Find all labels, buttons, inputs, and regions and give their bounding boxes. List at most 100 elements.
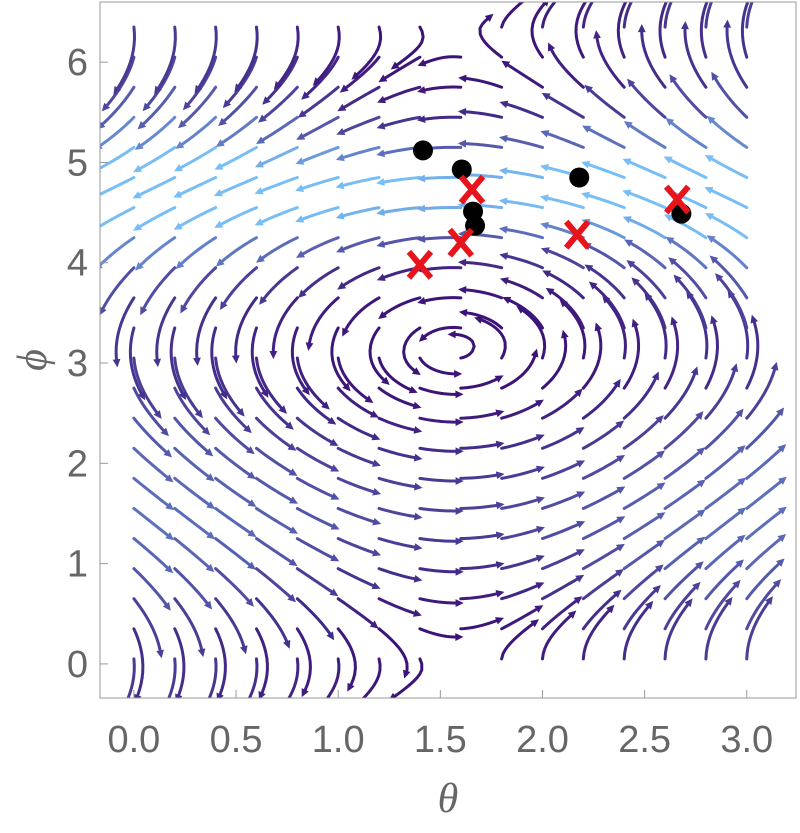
x-axis-label: θ: [438, 776, 459, 822]
stream-arrow: [335, 181, 345, 190]
stream-arrow: [736, 445, 746, 454]
stream-arrow: [584, 264, 594, 273]
stream-line: [263, 55, 299, 104]
stream-arrow: [501, 60, 511, 69]
stream-line: [418, 627, 461, 639]
stream-arrow: [165, 502, 175, 511]
stream-line: [540, 427, 583, 450]
stream-line: [132, 506, 173, 540]
stream-arrow: [347, 682, 355, 692]
stream-line: [704, 508, 745, 541]
stream-arrow: [247, 561, 256, 570]
stream-arrow: [376, 178, 385, 186]
stream-line: [745, 477, 786, 510]
stream-arrow: [214, 162, 224, 170]
stream-line: [418, 567, 462, 574]
stream-line: [590, 282, 626, 330]
stream-line: [500, 350, 538, 390]
stream-line: [711, 256, 749, 300]
stream-line: [173, 416, 212, 456]
stream-line: [459, 442, 503, 450]
stream-arrow: [656, 512, 666, 520]
stream-line: [336, 416, 379, 440]
stream-arrow: [197, 648, 206, 658]
stream-line: [128, 326, 145, 399]
stream-line: [670, 76, 708, 119]
stream-arrow: [455, 477, 464, 485]
stream-arrow: [204, 448, 214, 457]
stream-line: [377, 446, 421, 460]
stream-arrow: [502, 296, 512, 305]
stream-arrow: [234, 83, 243, 93]
stream-arrow: [418, 333, 428, 342]
stream-line: [173, 356, 202, 417]
stream-arrow: [495, 501, 505, 510]
stream-line: [540, 611, 575, 661]
stream-line: [674, 276, 708, 330]
stream-line: [418, 386, 462, 396]
stream-arrow: [214, 220, 224, 228]
stream-line: [418, 416, 462, 424]
stream-arrow: [494, 375, 504, 383]
stream-line: [214, 446, 255, 479]
stream-arrow: [457, 258, 467, 267]
stream-line: [500, 605, 542, 631]
stream-arrow: [339, 84, 349, 93]
stream-line: [256, 176, 299, 194]
stream-arrow: [377, 95, 387, 104]
stream-arrow: [668, 257, 677, 266]
stream-line: [419, 206, 463, 211]
y-tick-label: 5: [67, 142, 88, 184]
stream-arrow: [411, 367, 421, 376]
stream-arrow: [194, 84, 203, 94]
stream-arrow: [178, 391, 187, 401]
stream-line: [583, 192, 626, 210]
stream-arrow: [312, 708, 320, 717]
stream-line: [501, 227, 544, 240]
stream-line: [540, 460, 583, 480]
stream-line: [100, 115, 136, 148]
stream-arrow: [231, 355, 240, 364]
stream-arrow: [372, 488, 382, 496]
stream-arrow: [495, 590, 505, 598]
stream-arrow: [455, 537, 464, 546]
stream-line: [581, 606, 614, 661]
stream-line: [254, 386, 293, 429]
y-tick-label: 3: [67, 343, 88, 385]
stream-line: [297, 176, 340, 192]
stream-arrow: [696, 509, 706, 518]
stream-line: [290, 326, 309, 394]
stream-arrow: [606, 604, 615, 614]
stream-arrow: [576, 521, 586, 529]
stream-arrow: [369, 410, 379, 418]
stream-arrow: [737, 477, 747, 486]
stream-arrow: [182, 101, 192, 111]
stream-arrow: [455, 633, 464, 641]
x-marker: [406, 249, 434, 280]
stream-line: [711, 73, 749, 119]
stream-line: [295, 597, 334, 639]
x-marker: [458, 174, 486, 205]
stream-line: [540, 597, 581, 631]
stream-line: [175, 176, 218, 198]
stream-arrow: [329, 438, 339, 446]
stream-line: [154, 25, 177, 93]
stream-arrow: [681, 20, 689, 30]
stream-arrow: [541, 92, 551, 101]
stream-line: [683, 23, 708, 89]
stream-arrow: [258, 114, 267, 123]
stream-arrow: [778, 476, 787, 485]
stream-arrow: [160, 427, 169, 437]
stream-arrow: [260, 388, 269, 398]
stream-arrow: [194, 409, 203, 419]
stream-line: [704, 535, 744, 571]
stream-arrow: [735, 408, 744, 418]
stream-line: [419, 55, 463, 66]
stream-arrow: [704, 187, 714, 195]
stream-arrow: [654, 564, 664, 573]
stream-arrow: [390, 692, 397, 698]
stream-line: [543, 248, 585, 270]
stream-arrow: [495, 440, 505, 449]
stream-arrow: [631, 277, 640, 286]
stream-arrow: [100, 306, 107, 316]
